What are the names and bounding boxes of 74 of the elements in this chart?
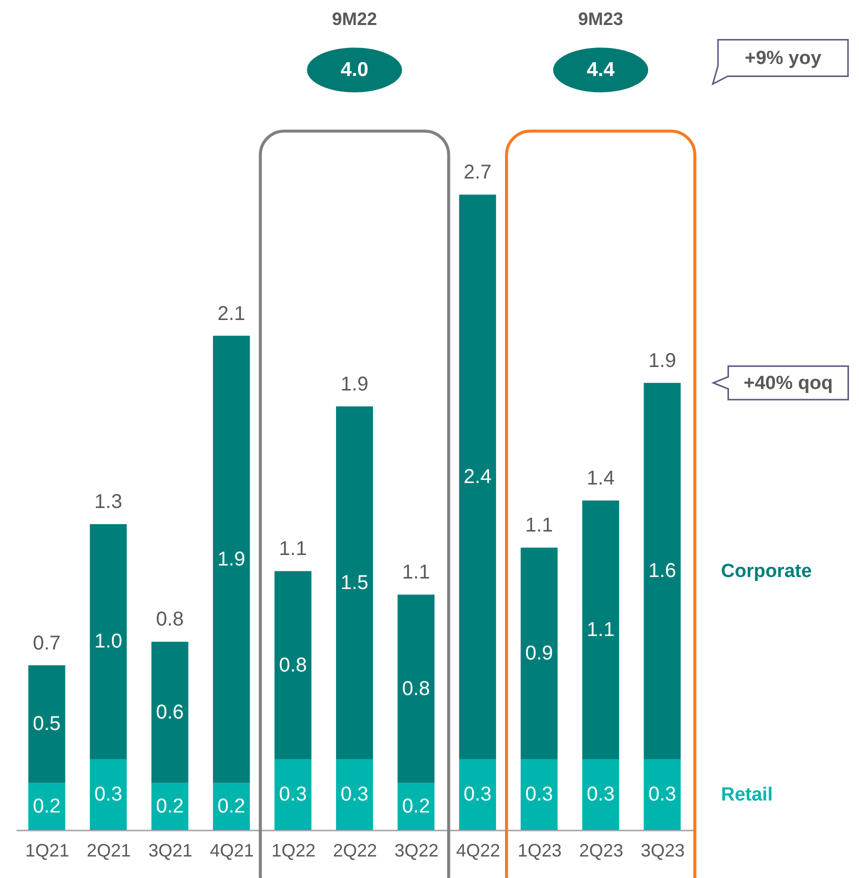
data-label: 0.2 [218,795,246,818]
bar [644,382,681,760]
bar [274,759,312,830]
data-label: 0.3 [340,784,368,806]
total-label: 1.9 [340,373,368,396]
data-label: 1.0 [94,630,122,653]
x-tick-label: 4Q21 [210,840,254,860]
data-label: 0.2 [156,795,184,818]
data-label: 0.2 [402,795,430,818]
bar [336,759,373,830]
bar [398,594,435,783]
total-label: 0.7 [32,632,61,654]
data-label: 0.3 [648,784,676,806]
total-label: 1.1 [279,538,307,560]
bar [336,406,373,760]
text: 4.0 [340,59,368,81]
x-tick-label: 2Q23 [579,840,624,860]
data-label: 0.3 [586,784,615,806]
x-tick-label: 3Q23 [640,840,685,860]
bar [90,759,127,830]
total-label: 2.7 [464,162,492,184]
text: +9% yoy [744,48,822,69]
bar [520,759,558,830]
bar [644,759,681,830]
data-label: 0.8 [279,654,307,676]
data-label: 1.6 [648,560,676,582]
x-tick-label: 3Q22 [394,840,439,860]
bar [151,642,188,783]
data-label: 0.3 [464,784,492,806]
data-label: 1.5 [340,572,368,594]
bar [212,336,250,783]
bar [582,500,620,760]
data-label: 0.3 [279,784,307,806]
data-label: 0.5 [32,713,61,736]
bar [90,524,127,760]
total-label: 0.8 [156,608,184,631]
x-tick-label: 1Q22 [271,840,316,860]
data-label: 0.3 [525,784,554,806]
text: Corporate [721,561,812,582]
data-label: 1.9 [218,548,246,570]
x-tick-label: 2Q21 [86,840,131,860]
data-label: 0.3 [94,784,122,806]
total-label: 1.4 [586,468,615,490]
bar [520,548,558,760]
x-tick-label: 3Q21 [148,840,192,860]
total-label: 1.1 [525,514,554,537]
x-tick-label: 1Q21 [25,840,70,860]
data-label: 0.2 [32,795,61,818]
text: 9M23 [578,9,624,29]
bar [274,571,312,760]
data-label: 2.4 [464,466,492,488]
bar [459,194,496,760]
bar [28,665,66,783]
total-label: 1.3 [94,491,122,514]
data-label: 1.1 [586,618,615,641]
x-tick-label: 1Q23 [518,840,562,860]
text: +40% qoq [744,372,833,394]
total-label: 1.9 [648,350,676,372]
x-tick-label: 2Q22 [332,840,378,860]
total-label: 2.1 [218,302,246,325]
bar [151,782,188,830]
total-label: 1.1 [402,562,430,584]
x-tick-label: 4Q22 [456,840,500,860]
bar [582,759,620,830]
text: 4.4 [586,59,616,81]
text: 9M22 [332,9,378,29]
bar [28,782,66,830]
bar [212,782,250,830]
text: Retail [721,784,773,806]
data-label: 0.8 [402,678,430,700]
data-label: 0.9 [525,642,554,665]
bar [459,759,496,830]
data-label: 0.6 [156,701,184,724]
bar [398,782,435,830]
